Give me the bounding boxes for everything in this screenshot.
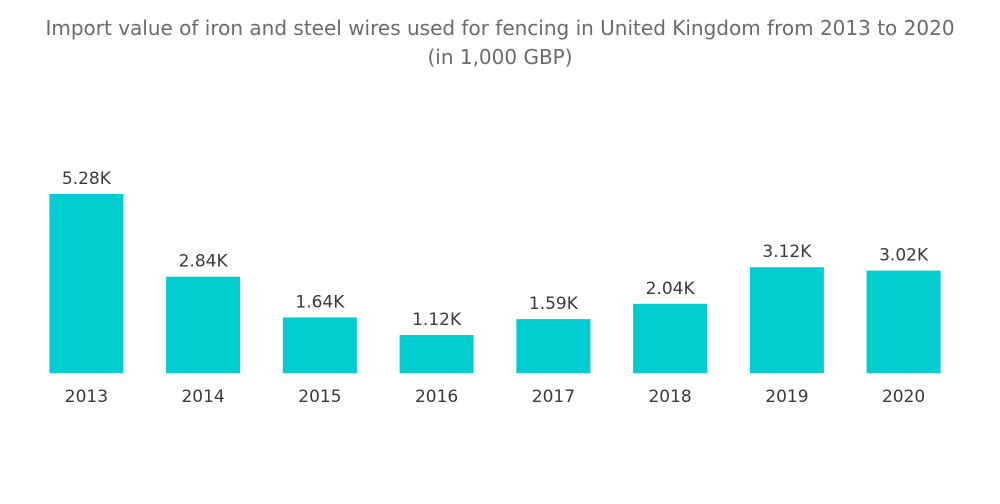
x-tick-label-2018: 2018 [648,387,691,407]
data-label-2013: 5.28K [62,169,112,189]
bar-2013 [49,194,124,373]
x-tick-label-2019: 2019 [765,387,808,407]
data-label-2018: 2.04K [646,279,696,299]
x-tick-label-2013: 2013 [65,387,108,407]
data-label-2019: 3.12K [762,242,812,262]
x-axis-tick-group: 2013 2014 2015 2016 2017 2018 2019 2020 [65,387,925,407]
bar-2015 [282,317,357,373]
x-tick-label-2015: 2015 [298,387,341,407]
bar-2016 [399,335,474,373]
data-label-2014: 2.84K [179,252,229,272]
x-tick-label-2017: 2017 [532,387,575,407]
data-label-group: 5.28K 2.84K 1.64K 1.12K 1.59K 2.04K 3.12K 3.02K [62,169,929,330]
x-tick-label-2016: 2016 [415,387,458,407]
chart-title-line-2: (in 1,000 GBP) [427,45,573,69]
bar-2019 [749,267,824,373]
x-tick-label-2014: 2014 [181,387,224,407]
x-tick-label-2020: 2020 [882,387,925,407]
chart-title: Import value of iron and steel wires use… [0,14,1000,72]
bar-2018 [633,303,708,373]
bar-2020 [866,270,941,373]
data-label-2020: 3.02K [879,246,929,266]
chart-title-line-1: Import value of iron and steel wires use… [45,16,955,40]
bar-2014 [166,276,241,373]
bar-group [49,194,941,373]
data-label-2017: 1.59K [529,294,579,314]
data-label-2016: 1.12K [412,310,462,330]
data-label-2015: 1.64K [295,292,345,312]
bar-2017 [516,319,591,373]
